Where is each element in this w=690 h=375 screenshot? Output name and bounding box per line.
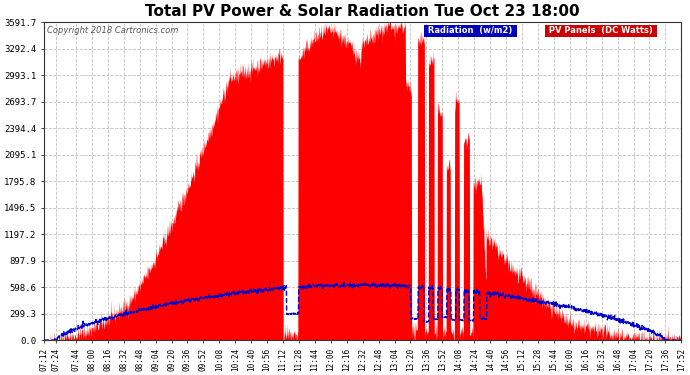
Text: PV Panels  (DC Watts): PV Panels (DC Watts) — [546, 27, 656, 36]
Text: Copyright 2018 Cartronics.com: Copyright 2018 Cartronics.com — [47, 27, 179, 36]
Text: Radiation  (w/m2): Radiation (w/m2) — [425, 27, 515, 36]
Title: Total PV Power & Solar Radiation Tue Oct 23 18:00: Total PV Power & Solar Radiation Tue Oct… — [146, 4, 580, 19]
